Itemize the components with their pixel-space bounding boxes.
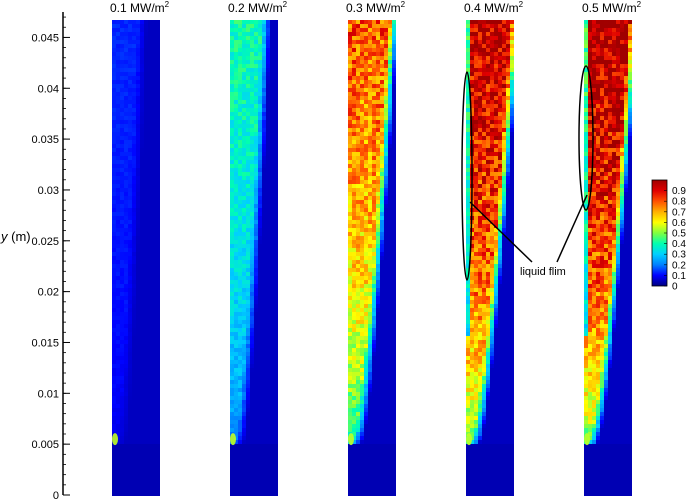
panel-4 — [466, 20, 514, 496]
panel-title-4: 0.4 MW/m2 — [464, 0, 524, 16]
panel-1 — [112, 20, 160, 496]
colorbar-tick-label: 0.7 — [672, 207, 686, 218]
panel-title-2: 0.2 MW/m2 — [228, 0, 288, 16]
y-tick-label: 0.025 — [31, 236, 59, 248]
panel-title-3: 0.3 MW/m2 — [346, 0, 406, 16]
colorbar-tick-label: 0 — [672, 282, 678, 293]
panel-5 — [584, 20, 632, 496]
colorbar-tick-label: 0.6 — [672, 218, 686, 229]
colorbar-tick-label: 0.9 — [672, 186, 686, 197]
y-tick-label: 0.02 — [38, 287, 59, 299]
colorbar-tick-label: 0.5 — [672, 229, 686, 240]
panel-title-1: 0.1 MW/m2 — [110, 0, 170, 16]
colorbar-tick-label: 0.4 — [672, 239, 686, 250]
colorbar-tick-label: 0.3 — [672, 250, 686, 261]
annotation-label: liquid flim — [520, 266, 566, 278]
y-tick-label: 0.03 — [38, 185, 59, 197]
colorbar-tick-label: 0.8 — [672, 197, 686, 208]
panel-2 — [230, 20, 278, 496]
colorbar-tick-label: 0.2 — [672, 260, 686, 271]
ylabel: y (m) — [1, 229, 31, 244]
annotation-arrow-2 — [556, 194, 588, 263]
panel-3 — [348, 20, 396, 496]
y-tick-label: 0.005 — [31, 439, 59, 451]
y-tick-label: 0 — [53, 490, 59, 502]
annotation-bg — [518, 263, 576, 279]
film-ellipse-1 — [461, 71, 473, 281]
panel-title-5: 0.5 MW/m2 — [582, 0, 642, 16]
film-ellipse-2 — [578, 65, 594, 211]
y-tick-label: 0.015 — [31, 337, 59, 349]
y-tick-label: 0.01 — [38, 388, 59, 400]
y-tick-label: 0.045 — [31, 32, 59, 44]
y-tick-label: 0.035 — [31, 134, 59, 146]
annotation-arrow-1 — [469, 201, 533, 263]
y-tick-label: 0.04 — [38, 83, 59, 95]
colorbar-tick-label: 0.1 — [672, 271, 686, 282]
